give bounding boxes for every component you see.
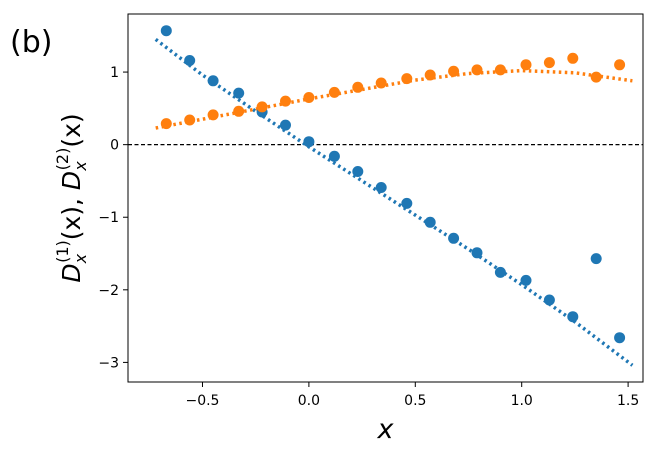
data-point — [424, 69, 436, 81]
plot-area — [128, 25, 643, 367]
y-label-sub2: x — [71, 161, 90, 172]
y-axis-label: Dx(1)(x), Dx(2)(x) — [53, 113, 90, 282]
data-point — [375, 182, 387, 193]
x-axis-ticks: −0.5 0.0 0.5 1.0 1.5 — [185, 382, 639, 409]
data-point — [401, 197, 413, 209]
y-tick-label: 1 — [110, 65, 119, 81]
data-point — [520, 59, 532, 71]
data-point — [184, 114, 196, 126]
data-point — [256, 101, 268, 113]
fit-line-3 — [155, 68, 633, 130]
data-point — [207, 109, 219, 121]
data-point — [303, 136, 315, 148]
y-label-d2: D — [57, 171, 86, 190]
data-point — [614, 59, 626, 71]
data-point — [590, 253, 602, 265]
data-point — [375, 77, 387, 89]
svg-text:Dx(1)(x), Dx(2)(x): Dx(1)(x), Dx(2)(x) — [53, 113, 90, 282]
data-point — [520, 274, 532, 286]
data-point — [471, 64, 483, 76]
data-point — [207, 75, 219, 87]
y-tick-label: 0 — [110, 138, 119, 154]
y-tick-label: −1 — [98, 210, 119, 226]
x-axis-label: x — [377, 414, 395, 445]
data-point — [280, 119, 291, 131]
data-point — [160, 25, 172, 37]
data-point — [567, 52, 579, 64]
x-tick-label: 1.0 — [511, 393, 533, 409]
x-tick-label: 0.5 — [404, 393, 426, 409]
data-point — [233, 105, 245, 117]
data-point — [543, 294, 555, 306]
data-point — [303, 92, 315, 103]
x-tick-label: 1.5 — [617, 393, 639, 409]
x-tick-label: −0.5 — [185, 393, 219, 409]
y-axis-ticks: −3 −2 −1 0 1 — [98, 65, 128, 371]
y-label-arg1: (x), — [57, 190, 86, 240]
data-point — [328, 150, 340, 162]
y-label-sub1: x — [71, 253, 90, 264]
fit-line-2 — [154, 38, 634, 367]
y-label-arg2: (x) — [57, 113, 86, 147]
data-point — [494, 64, 506, 76]
data-point — [543, 57, 555, 69]
data-point — [184, 55, 196, 66]
y-tick-label: −2 — [98, 283, 119, 299]
data-point — [280, 95, 291, 107]
data-point — [328, 86, 340, 98]
data-point — [471, 247, 483, 259]
data-point — [401, 73, 413, 85]
y-label-sup2: (2) — [53, 148, 72, 171]
data-point — [160, 118, 172, 130]
y-label-d1: D — [57, 263, 86, 282]
data-point — [233, 87, 245, 99]
y-label-sup1: (1) — [53, 240, 72, 263]
data-point — [448, 232, 460, 244]
data-point — [352, 166, 364, 177]
panel-label: (b) — [10, 25, 52, 60]
x-tick-label: 0.0 — [298, 393, 320, 409]
data-point — [352, 81, 364, 93]
data-point — [494, 266, 506, 278]
data-point — [567, 311, 579, 323]
data-point — [614, 332, 626, 344]
axes-frame — [127, 13, 644, 383]
y-tick-label: −3 — [98, 355, 119, 371]
data-point — [424, 216, 436, 228]
data-point — [448, 65, 460, 77]
data-point — [590, 71, 602, 83]
